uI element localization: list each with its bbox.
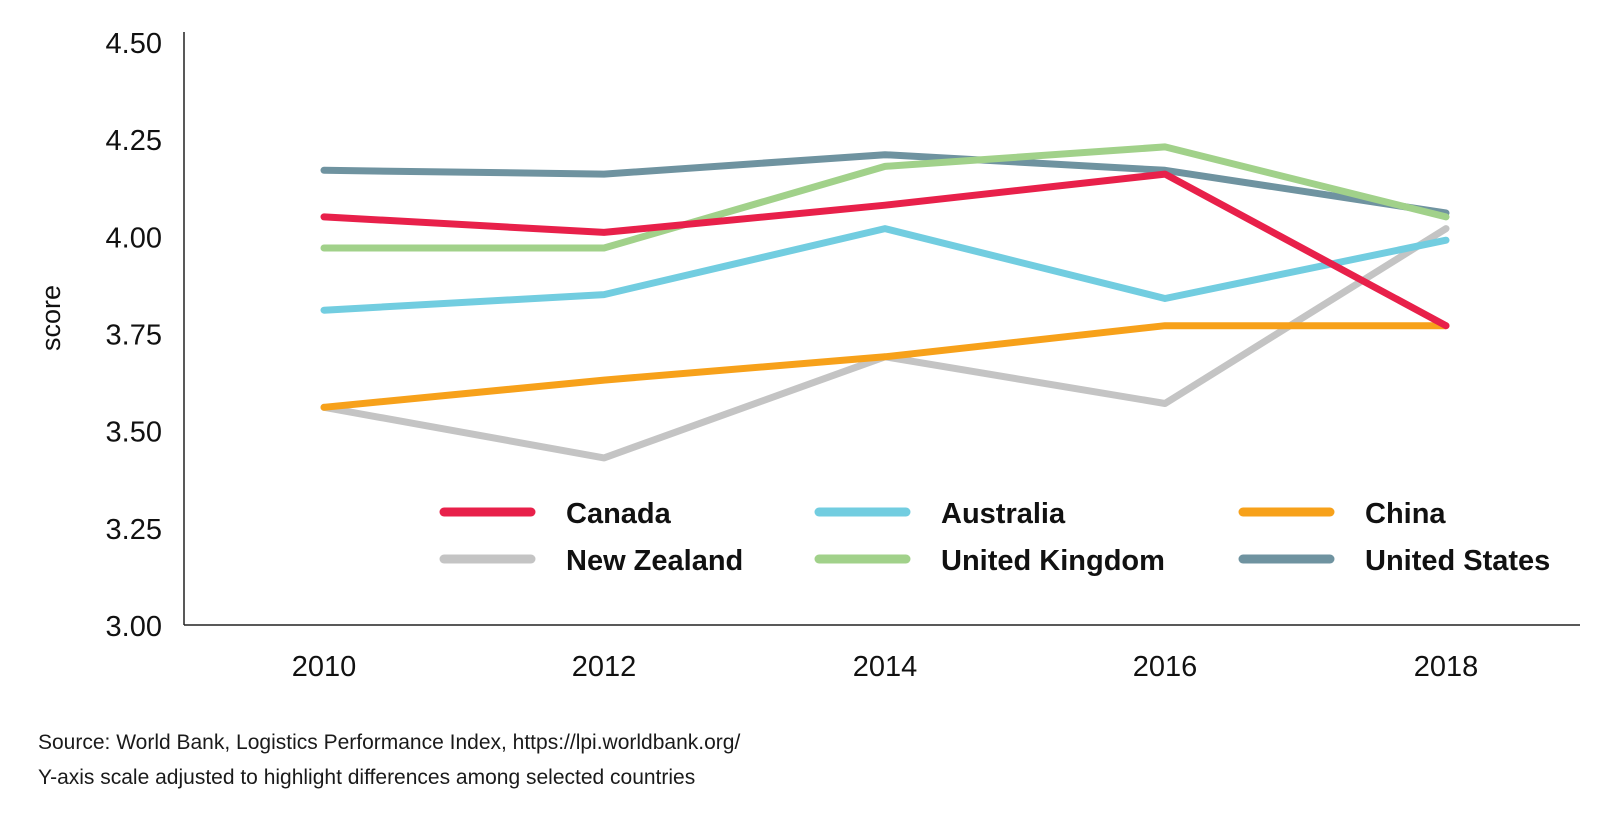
y-tick-label: 4.25 bbox=[106, 125, 162, 157]
y-tick-label: 4.50 bbox=[106, 28, 162, 60]
series-lines bbox=[320, 143, 1450, 462]
series-line-australia bbox=[320, 225, 1450, 314]
y-axis-label: score bbox=[36, 285, 66, 351]
legend-label-united-states: United States bbox=[1365, 545, 1550, 577]
legend-label-united-kingdom: United Kingdom bbox=[941, 545, 1165, 577]
y-tick-label: 3.25 bbox=[106, 514, 162, 546]
scale-note: Y-axis scale adjusted to highlight diffe… bbox=[38, 766, 696, 789]
y-tick-label: 3.50 bbox=[106, 417, 162, 449]
y-tick-label: 3.00 bbox=[106, 611, 162, 643]
y-tick-label: 4.00 bbox=[106, 222, 162, 254]
series-line-new-zealand bbox=[320, 225, 1450, 462]
y-axis-ticks: 3.00 3.25 3.50 3.75 4.00 4.25 4.50 bbox=[106, 28, 162, 643]
x-tick-label: 2010 bbox=[292, 651, 357, 683]
axes bbox=[183, 32, 1580, 626]
x-tick-label: 2014 bbox=[853, 651, 918, 683]
series-line-united-kingdom bbox=[320, 143, 1450, 252]
legend-label-china: China bbox=[1365, 498, 1446, 530]
y-tick-label: 3.75 bbox=[106, 320, 162, 352]
x-tick-label: 2012 bbox=[572, 651, 637, 683]
legend: Canada Australia China New Zealand United Ki… bbox=[439, 498, 1550, 577]
x-axis-ticks: 2010 2012 2014 2016 2018 bbox=[292, 651, 1479, 683]
line-chart: 3.003.253.503.754.004.254.50 2010 2012 201… bbox=[36, 28, 1580, 683]
series-line-canada bbox=[320, 170, 1450, 330]
series-line-china bbox=[320, 322, 1450, 411]
legend-label-canada: Canada bbox=[566, 498, 672, 530]
series-line-united-states bbox=[320, 151, 1450, 217]
x-tick-label: 2018 bbox=[1414, 651, 1479, 683]
legend-label-new-zealand: New Zealand bbox=[566, 545, 743, 577]
source-note: Source: World Bank, Logistics Performanc… bbox=[38, 731, 741, 754]
x-tick-label: 2016 bbox=[1133, 651, 1198, 683]
legend-label-australia: Australia bbox=[941, 498, 1066, 530]
